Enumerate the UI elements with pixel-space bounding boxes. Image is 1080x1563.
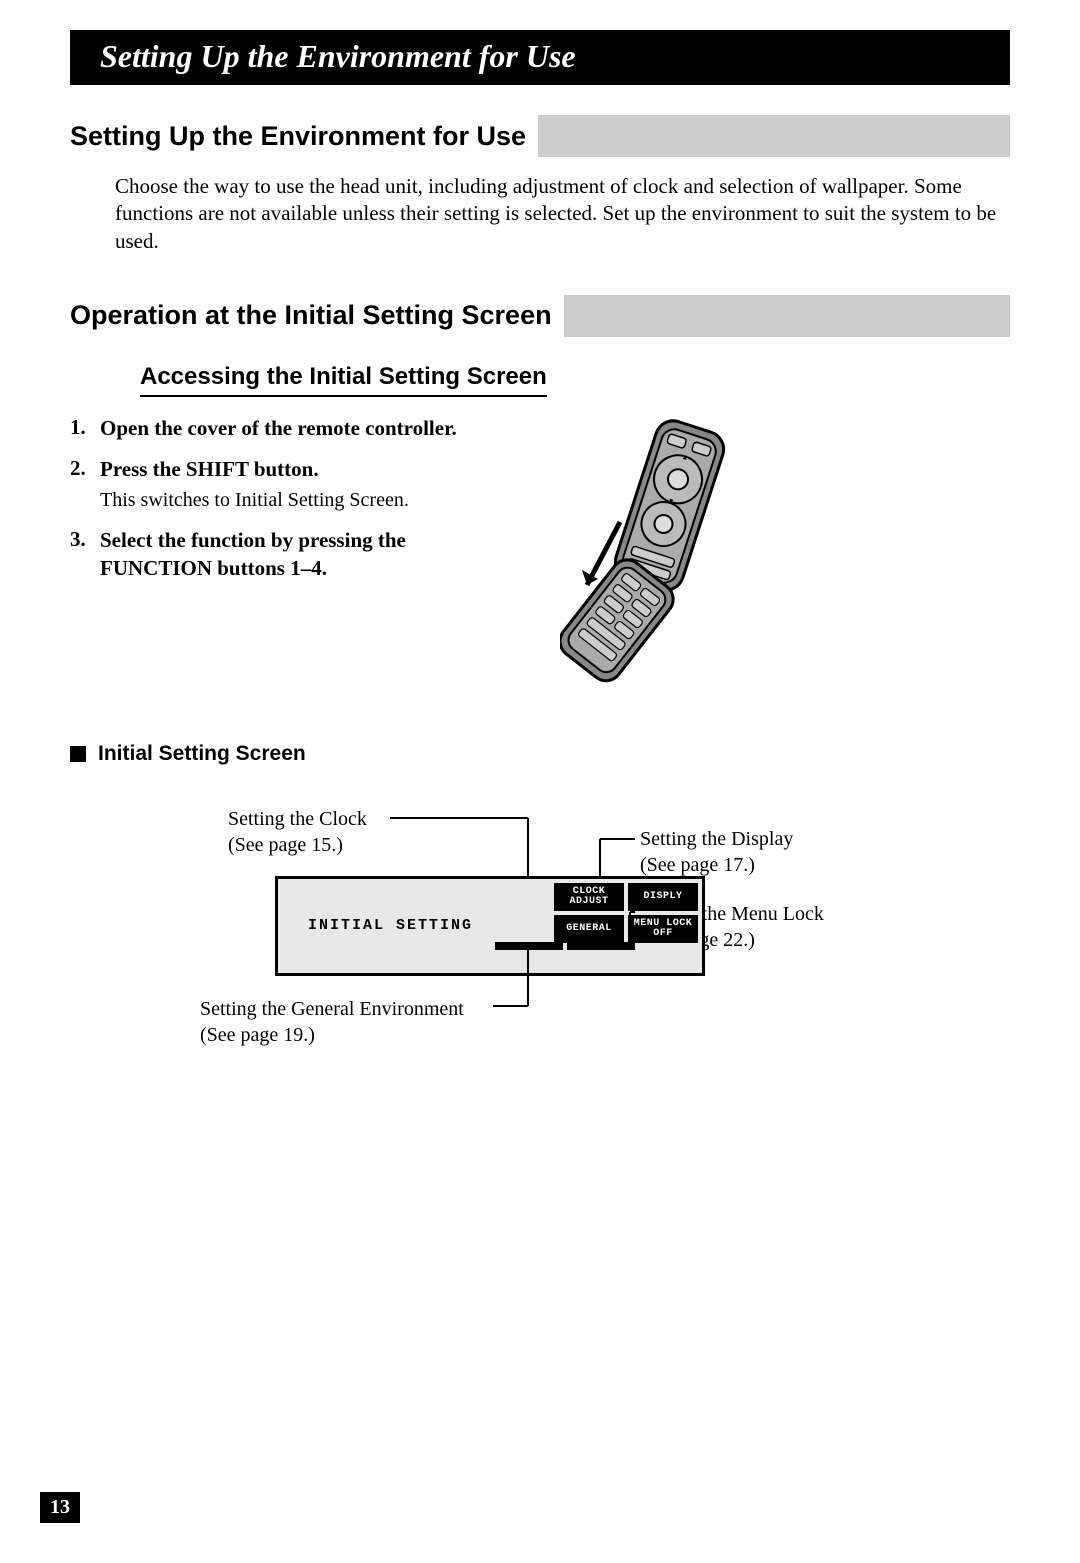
- section-1-intro: Choose the way to use the head unit, inc…: [115, 173, 1010, 255]
- step-number: 1.: [70, 415, 100, 442]
- step-title: Select the function by pressing the FUNC…: [100, 527, 500, 582]
- bullet-title: Initial Setting Screen: [98, 742, 306, 766]
- screen-label: INITIAL SETTING: [308, 917, 473, 934]
- page-number: 13: [40, 1492, 80, 1523]
- step-number: 2.: [70, 456, 100, 513]
- section-header-1: Setting Up the Environment for Use: [70, 115, 1010, 157]
- section-2-title: Operation at the Initial Setting Screen: [70, 295, 564, 337]
- callout-display-line1: Setting the Display: [640, 828, 793, 850]
- step-title: Press the SHIFT button.: [100, 456, 500, 483]
- initial-setting-screen: INITIAL SETTING CLOCKADJUST DISPLY GENER…: [275, 876, 705, 976]
- step-title: Open the cover of the remote controller.: [100, 415, 500, 442]
- bullet-square-icon: [70, 746, 86, 762]
- callout-clock-line1: Setting the Clock: [228, 808, 367, 830]
- screen-buttons: CLOCKADJUST DISPLY GENERAL MENU LOCKOFF: [554, 883, 698, 943]
- initial-setting-diagram: Setting the Clock (See page 15.) Setting…: [70, 806, 1010, 1106]
- screen-btn-clock: CLOCKADJUST: [554, 883, 624, 911]
- subsection-title: Accessing the Initial Setting Screen: [140, 363, 547, 397]
- remote-controller-image: [560, 407, 800, 702]
- callout-display: Setting the Display (See page 17.): [640, 826, 793, 878]
- step-number: 3.: [70, 527, 100, 582]
- step-note: This switches to Initial Setting Screen.: [100, 487, 500, 513]
- screen-btn-general: GENERAL: [554, 915, 624, 943]
- screen-btn-menulock: MENU LOCKOFF: [628, 915, 698, 943]
- chapter-header: Setting Up the Environment for Use: [70, 30, 1010, 85]
- steps-list: 1. Open the cover of the remote controll…: [70, 415, 500, 596]
- screen-btn-display: DISPLY: [628, 883, 698, 911]
- callout-clock: Setting the Clock (See page 15.): [228, 806, 367, 858]
- section-1-title: Setting Up the Environment for Use: [70, 115, 538, 157]
- callout-general: Setting the General Environment (See pag…: [200, 996, 464, 1048]
- bullet-section: Initial Setting Screen: [70, 742, 1080, 766]
- remote-controller-icon: [560, 407, 800, 697]
- section-header-2: Operation at the Initial Setting Screen: [70, 295, 1010, 337]
- step-3: 3. Select the function by pressing the F…: [70, 527, 500, 582]
- chapter-title: Setting Up the Environment for Use: [100, 38, 576, 74]
- callout-display-line2: (See page 17.): [640, 854, 755, 876]
- callout-general-line2: (See page 19.): [200, 1024, 315, 1046]
- callout-general-line1: Setting the General Environment: [200, 998, 464, 1020]
- step-2: 2. Press the SHIFT button. This switches…: [70, 456, 500, 513]
- steps-and-remote: 1. Open the cover of the remote controll…: [70, 415, 1080, 702]
- step-1: 1. Open the cover of the remote controll…: [70, 415, 500, 442]
- callout-clock-line2: (See page 15.): [228, 834, 343, 856]
